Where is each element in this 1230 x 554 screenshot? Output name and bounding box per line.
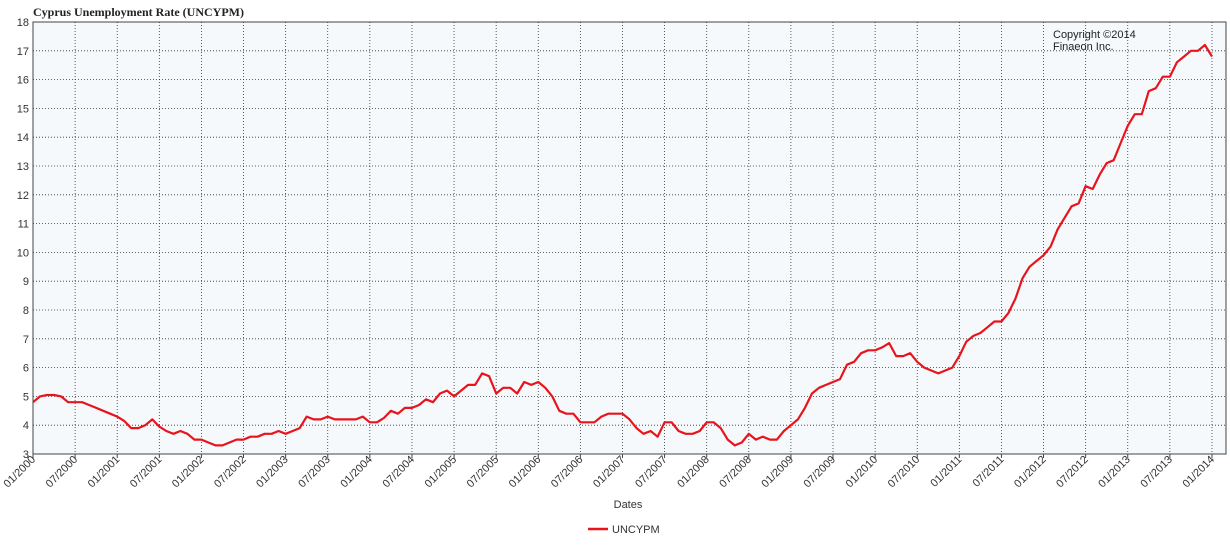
y-tick-label: 11 (18, 219, 29, 231)
y-tick-label: 18 (17, 17, 29, 29)
x-tick-label: 01/2007 (591, 454, 628, 491)
grid-lines (33, 22, 1226, 454)
x-tick-label: 07/2002 (212, 454, 249, 491)
x-tick-label: 01/2011 (928, 454, 964, 490)
x-tick-label: 01/2000 (2, 454, 39, 491)
x-tick-label: 07/2009 (802, 454, 839, 491)
x-tick-label: 01/2013 (1096, 454, 1133, 491)
series-line-uncypm (32, 43, 1213, 447)
y-tick-label: 17 (17, 46, 29, 58)
y-tick-label: 12 (17, 190, 29, 202)
x-tick-label: 07/2011 (971, 454, 1007, 490)
x-tick-label: 01/2006 (507, 454, 544, 491)
x-tick-label: 01/2008 (675, 454, 712, 491)
x-tick-label: 07/2001 (128, 454, 165, 491)
y-axis-ticks: 3 4 5 6 7 8 9 10 11 12 13 14 15 16 17 18 (17, 17, 29, 461)
x-tick-label: 07/2012 (1054, 454, 1091, 491)
x-tick-label: 01/2005 (423, 454, 460, 491)
copyright-line-1: Copyright ©2014 (1053, 29, 1136, 41)
x-axis-ticks: 01/2000 07/2000 01/2001 07/2001 01/2002 07/20… (2, 454, 1218, 491)
x-tick-label: 01/2003 (254, 454, 291, 491)
legend-label-uncypm: UNCYPM (612, 524, 660, 536)
y-tick-label: 15 (17, 103, 29, 115)
x-tick-label: 01/2002 (170, 454, 207, 491)
y-tick-label: 14 (17, 132, 29, 144)
x-tick-label: 01/2014 (1180, 454, 1217, 491)
x-tick-label: 07/2003 (296, 454, 333, 491)
x-tick-label: 07/2010 (886, 454, 923, 491)
y-tick-label: 4 (23, 420, 29, 432)
x-tick-label: 01/2004 (338, 454, 375, 491)
x-tick-label: 07/2005 (465, 454, 502, 491)
x-tick-label: 07/2000 (44, 454, 81, 491)
y-tick-label: 3 (23, 449, 29, 461)
x-tick-label: 01/2009 (759, 454, 796, 491)
x-tick-label: 01/2010 (844, 454, 881, 491)
x-tick-label: 07/2006 (549, 454, 586, 491)
chart-title: Cyprus Unemployment Rate (UNCYPM) (33, 5, 244, 19)
y-tick-label: 13 (17, 161, 29, 173)
y-tick-label: 7 (23, 334, 29, 346)
y-tick-label: 5 (23, 391, 29, 403)
x-tick-label: 07/2007 (633, 454, 670, 491)
y-tick-label: 9 (23, 276, 29, 288)
x-tick-label: 07/2013 (1138, 454, 1175, 491)
y-tick-label: 6 (23, 363, 29, 375)
y-tick-label: 10 (17, 247, 29, 259)
x-tick-label: 01/2001 (86, 454, 123, 491)
legend: UNCYPM (588, 524, 660, 536)
x-tick-label: 01/2012 (1012, 454, 1049, 491)
y-tick-label: 16 (17, 75, 29, 87)
y-tick-label: 8 (23, 305, 29, 317)
x-axis-title: Dates (614, 499, 643, 511)
x-tick-label: 07/2008 (717, 454, 754, 491)
plot-area (32, 21, 1227, 455)
copyright-annotation: Copyright ©2014 Finaeon Inc. (1053, 29, 1136, 53)
copyright-line-2: Finaeon Inc. (1053, 41, 1114, 53)
x-tick-label: 07/2004 (380, 454, 417, 491)
